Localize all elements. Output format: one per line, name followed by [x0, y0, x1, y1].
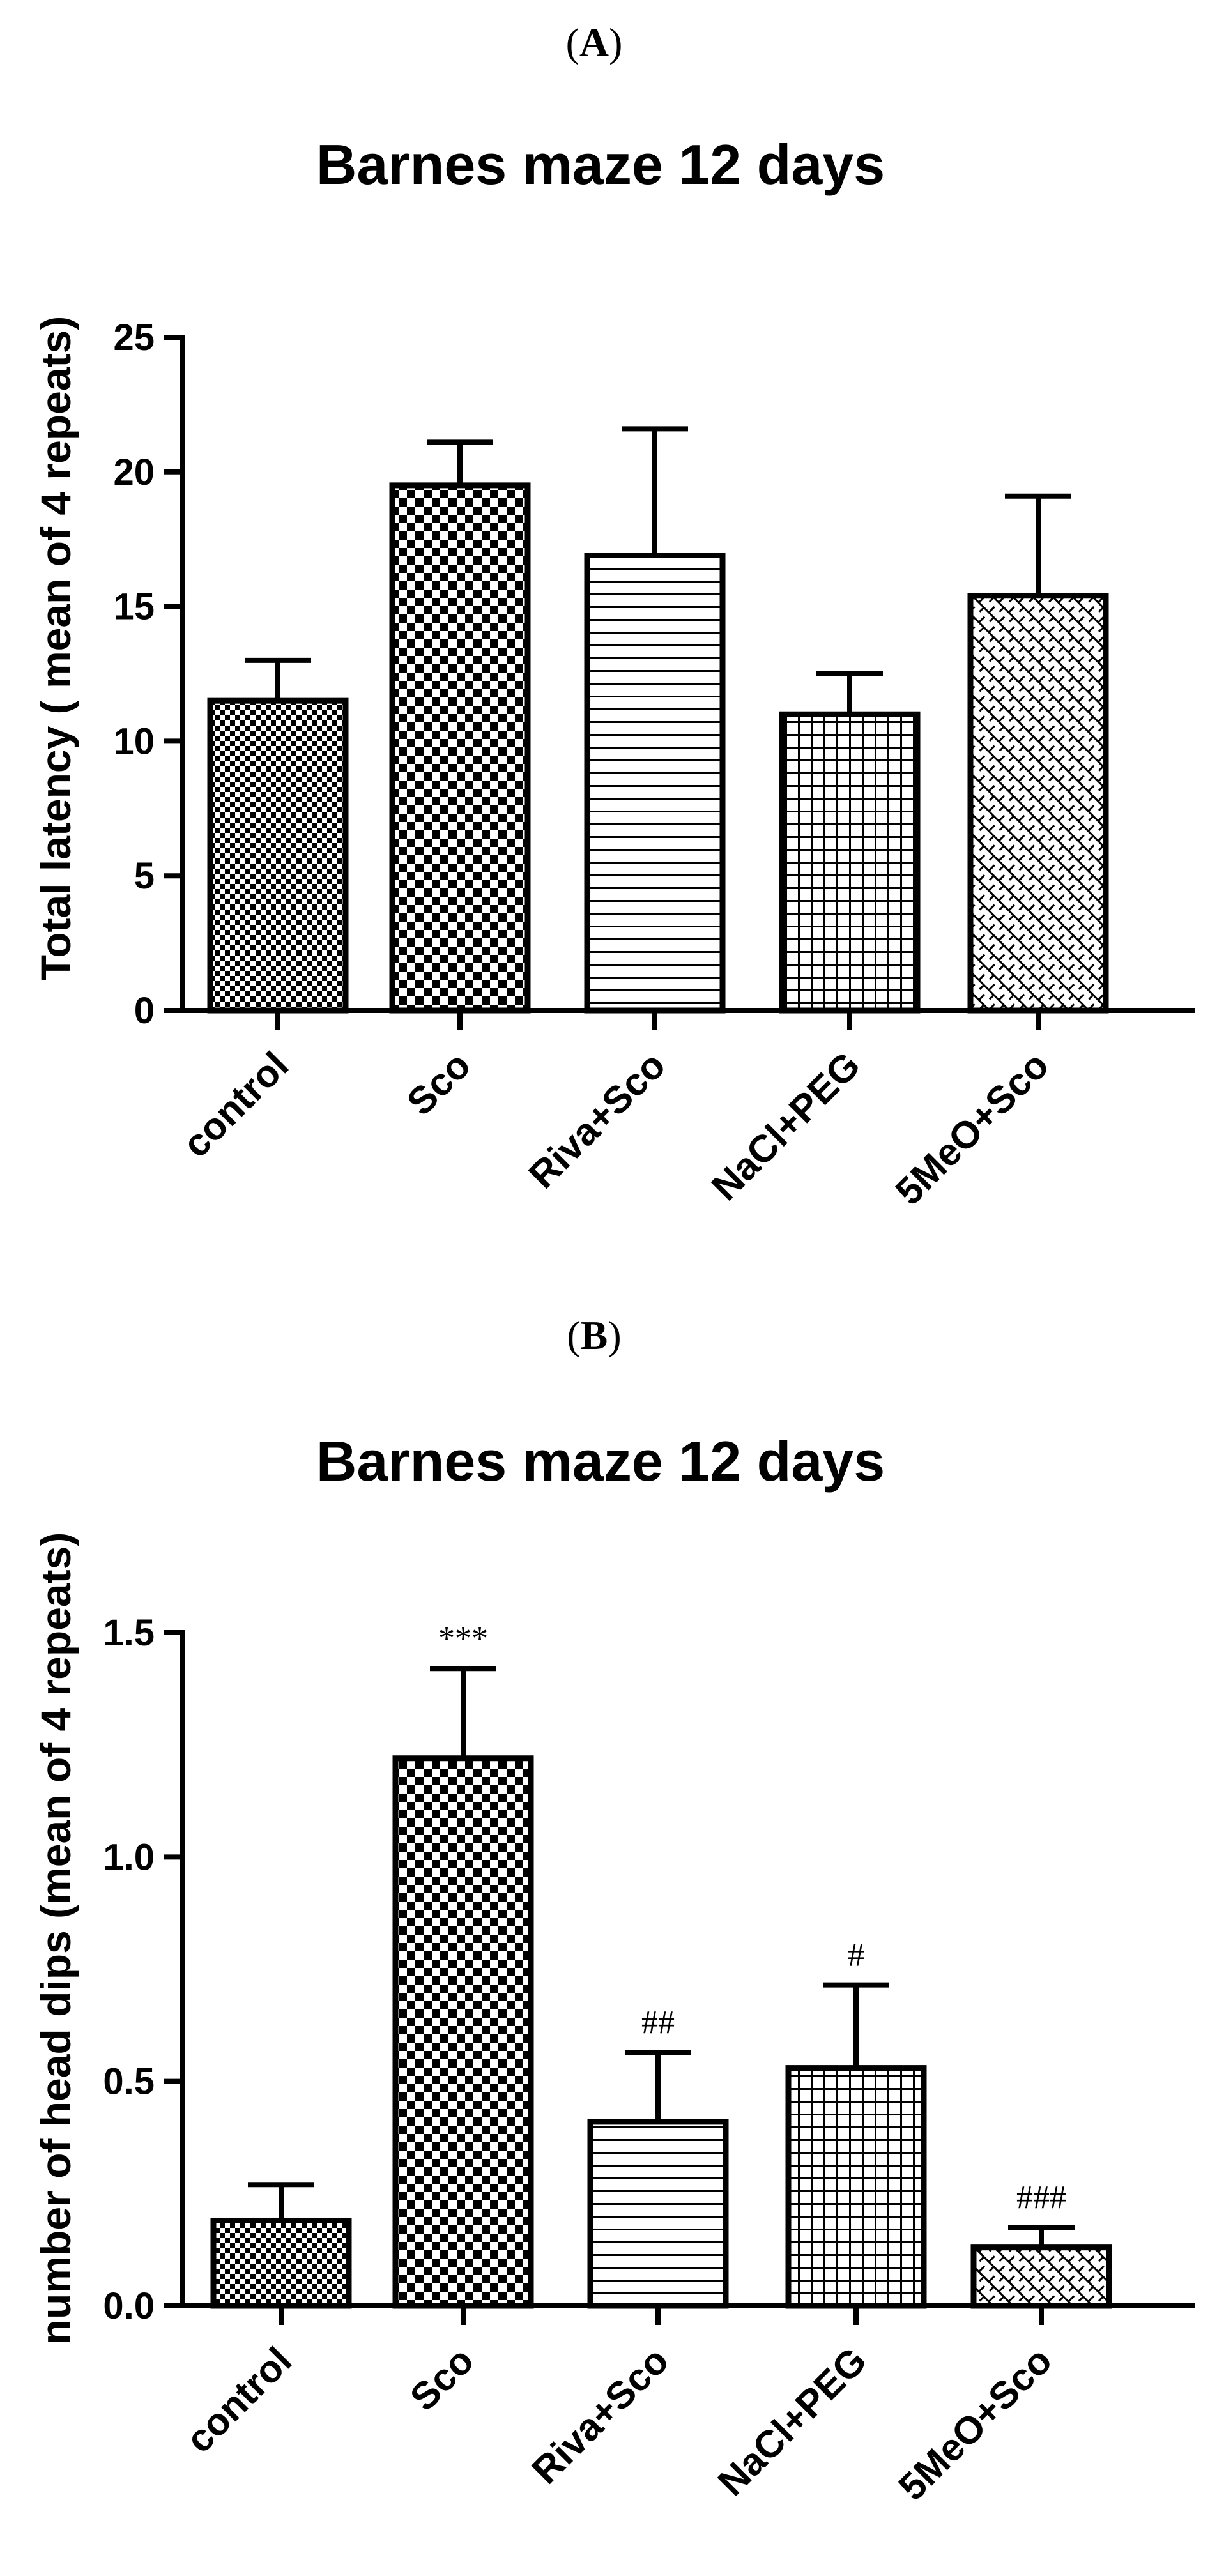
chart-b-ytick-label: 1.0 — [103, 1836, 155, 1878]
chart-a-bar-nacl-peg — [779, 711, 921, 1014]
chart-a-bar-5meo-sco — [967, 593, 1109, 1014]
chart-b-significance-marker: ## — [641, 2004, 675, 2041]
chart-b-bar-control — [210, 2217, 352, 2309]
chart-b-significance-marker: ### — [1016, 2179, 1066, 2216]
chart-b-ytick-label: 0.0 — [103, 2285, 155, 2327]
chart-a: Barnes maze 12 days Total latency ( mean… — [32, 133, 1195, 1213]
chart-b-category-label: NaCl+PEG — [710, 2339, 875, 2504]
chart-b-significance-marker: # — [848, 1937, 864, 1974]
chart-b-category-label: Riva+Sco — [524, 2339, 677, 2492]
chart-b-bar-sco — [392, 1755, 534, 2309]
chart-a-ytick-label: 5 — [134, 855, 155, 897]
chart-a-bar-riva-sco — [584, 552, 726, 1014]
chart-a-category-label: Riva+Sco — [521, 1044, 674, 1197]
chart-a-title: Barnes maze 12 days — [316, 133, 885, 196]
chart-b-bar-5meo-sco — [970, 2244, 1112, 2309]
chart-a-ytick-label: 10 — [113, 720, 155, 762]
chart-a-y-axis-label: Total latency ( mean of 4 repeats) — [32, 316, 79, 980]
chart-a-category-label: NaCl+PEG — [703, 1044, 868, 1208]
chart-b-bar-riva-sco — [587, 2119, 729, 2309]
panel-a-label: (A) — [566, 20, 623, 65]
chart-b-category-label: control — [178, 2339, 300, 2461]
chart-a-bar-sco — [389, 482, 531, 1014]
chart-a-category-label: Sco — [399, 1044, 478, 1124]
chart-b-category-label: Sco — [402, 2339, 482, 2419]
chart-a-ytick-label: 20 — [113, 452, 155, 493]
chart-a-ytick-label: 15 — [113, 586, 155, 628]
chart-b-significance-marker: *** — [438, 1620, 488, 1657]
chart-b-category-label: 5MeO+Sco — [891, 2339, 1060, 2508]
chart-b-y-axis-label: number of head dips (mean of 4 repeats) — [32, 1532, 79, 2345]
panel-b-label: (B) — [567, 1313, 621, 1358]
chart-b-title: Barnes maze 12 days — [316, 1429, 885, 1493]
chart-a-ytick-label: 25 — [113, 317, 155, 358]
chart-b-ytick-label: 1.5 — [103, 1612, 155, 1654]
chart-a-category-label: control — [174, 1044, 296, 1166]
chart-a-bar-control — [207, 697, 349, 1014]
chart-b-ytick-label: 0.5 — [103, 2061, 155, 2103]
chart-a-category-label: 5MeO+Sco — [887, 1044, 1057, 1213]
chart-b-bar-nacl-peg — [785, 2065, 927, 2309]
chart-a-ytick-label: 0 — [134, 990, 155, 1032]
chart-b: Barnes maze 12 days number of head dips … — [32, 1429, 1195, 2508]
